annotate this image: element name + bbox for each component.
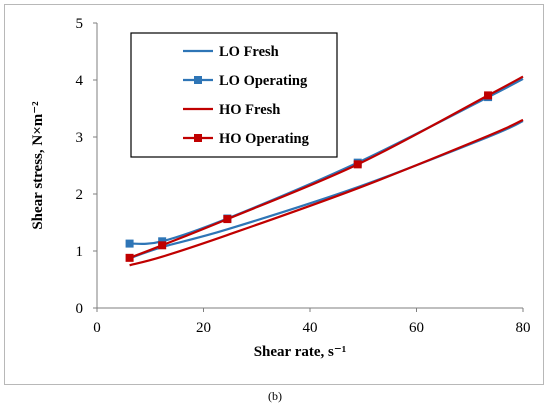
y-tick-label: 4 <box>76 73 84 89</box>
x-tick-label: 0 <box>93 320 101 336</box>
data-point-ho-operating <box>353 160 362 169</box>
y-tick-label: 3 <box>76 130 84 146</box>
x-axis-label: Shear rate, s⁻¹ <box>254 344 347 360</box>
legend-label-ho-fresh: HO Fresh <box>219 102 280 118</box>
y-tick-label: 2 <box>76 187 84 203</box>
legend-label-ho-operating: HO Operating <box>219 131 310 147</box>
line-chart: 0 20 40 60 80 0 1 2 3 4 5 Shear rate, s⁻¹ Shear stre… <box>30 16 531 360</box>
y-tick-label: 5 <box>76 16 84 32</box>
series-line-ho-fresh <box>129 118 524 267</box>
y-tick-label: 1 <box>76 244 84 260</box>
legend-box <box>130 32 338 158</box>
data-point-lo-operating <box>125 239 134 248</box>
x-tick-label: 40 <box>303 320 318 336</box>
y-tick-label: 0 <box>76 301 84 317</box>
data-point-ho-operating <box>223 215 232 224</box>
legend-label-lo-fresh: LO Fresh <box>219 44 279 60</box>
data-point-ho-operating <box>484 91 493 100</box>
x-tick-label: 20 <box>196 320 211 336</box>
data-point-ho-operating <box>158 241 167 250</box>
y-axis-label: Shear stress, N×m⁻² <box>30 101 46 230</box>
data-point-ho-operating <box>125 253 134 262</box>
figure-caption: (b) <box>268 389 282 403</box>
legend-label-lo-operating: LO Operating <box>219 73 308 89</box>
x-tick-label: 80 <box>516 320 531 336</box>
chart-frame: 0 20 40 60 80 0 1 2 3 4 5 Shear rate, s⁻¹ Shear stre… <box>4 4 544 385</box>
legend-marker-ho-operating <box>194 134 202 142</box>
legend-marker-lo-operating <box>194 76 202 84</box>
x-tick-label: 60 <box>409 320 424 336</box>
